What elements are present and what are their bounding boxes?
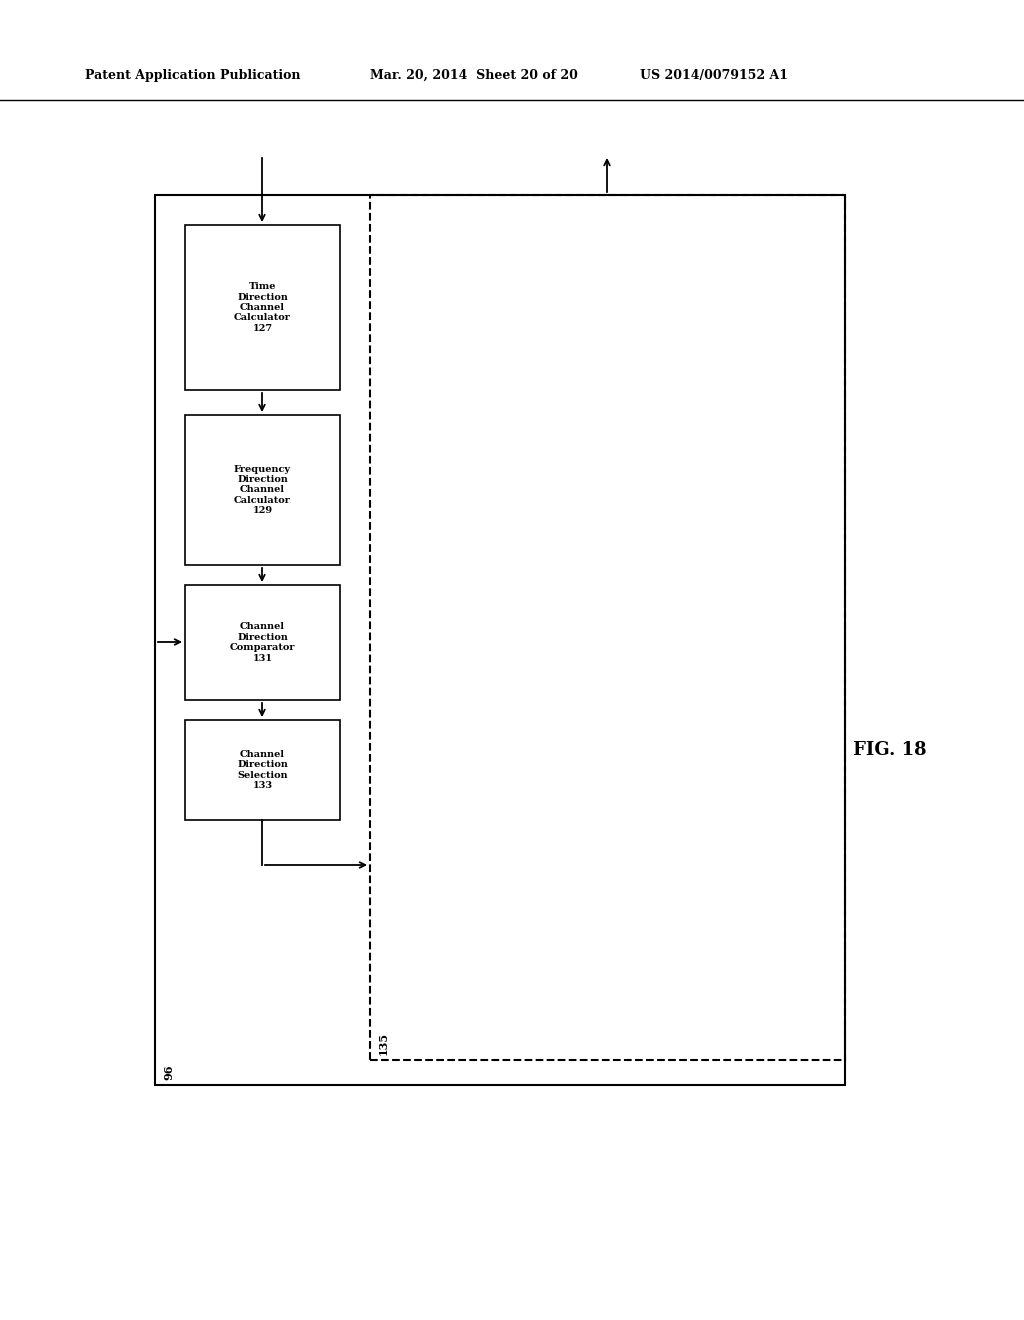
- Text: Channel
Direction
Comparator
131: Channel Direction Comparator 131: [229, 623, 295, 663]
- Bar: [370, 195, 845, 1060]
- Bar: [155, 195, 845, 1085]
- Bar: [185, 414, 340, 565]
- Text: 96: 96: [163, 1064, 174, 1080]
- Text: FIG. 18: FIG. 18: [853, 741, 927, 759]
- Text: Frequency
Direction
Channel
Calculator
129: Frequency Direction Channel Calculator 1…: [234, 465, 291, 515]
- Text: 135: 135: [378, 1032, 389, 1055]
- Text: Patent Application Publication: Patent Application Publication: [85, 69, 300, 82]
- Text: US 2014/0079152 A1: US 2014/0079152 A1: [640, 69, 788, 82]
- Bar: [185, 719, 340, 820]
- Bar: [185, 585, 340, 700]
- Text: Mar. 20, 2014  Sheet 20 of 20: Mar. 20, 2014 Sheet 20 of 20: [370, 69, 578, 82]
- Bar: [185, 224, 340, 389]
- Text: Channel
Direction
Selection
133: Channel Direction Selection 133: [238, 750, 288, 791]
- Text: Time
Direction
Channel
Calculator
127: Time Direction Channel Calculator 127: [234, 282, 291, 333]
